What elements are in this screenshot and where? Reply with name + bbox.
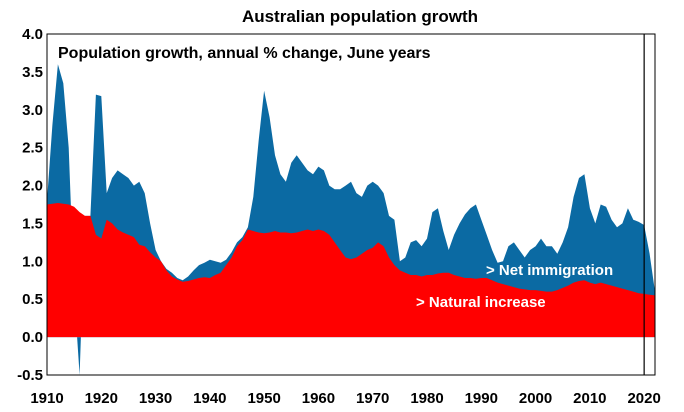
x-tick-label: 1970 [356,390,389,407]
x-tick-label: 2000 [519,390,552,407]
y-tick-label: -0.5 [17,367,43,384]
y-axis: -0.5 0.0 0.5 1.0 1.5 2.0 2.5 3.0 3.5 4.0 [17,26,43,384]
net-immigration-label: > Net immigration [486,262,613,279]
x-tick-label: 2010 [573,390,606,407]
x-axis: 1910 1920 1930 1940 1950 1960 1970 1980 1990 2000… [30,390,661,407]
x-tick-label: 1960 [302,390,335,407]
x-tick-label: 1920 [85,390,118,407]
x-tick-label: 1980 [410,390,443,407]
plot-border [46,33,656,376]
y-tick-label: 2.0 [22,178,43,195]
natural-increase-area [47,203,655,338]
x-tick-label: 2020 [627,390,660,407]
chart-subtitle: Population growth, annual % change, June… [58,45,431,62]
natural-increase-label: > Natural increase [416,294,546,311]
y-tick-label: 2.5 [22,140,43,157]
chart-title: Australian population growth [242,7,478,26]
y-tick-label: 4.0 [22,26,43,43]
y-tick-label: 1.5 [22,215,43,232]
y-tick-label: 1.0 [22,253,43,270]
plot-area [47,64,655,376]
y-tick-label: 3.5 [22,64,43,81]
x-tick-label: 1950 [247,390,280,407]
y-tick-label: 3.0 [22,102,43,119]
x-tick-label: 1940 [193,390,226,407]
x-tick-label: 1930 [139,390,172,407]
y-tick-label: 0.0 [22,329,43,346]
x-tick-label: 1990 [465,390,498,407]
y-tick-label: 0.5 [22,291,43,308]
x-tick-label: 1910 [30,390,63,407]
